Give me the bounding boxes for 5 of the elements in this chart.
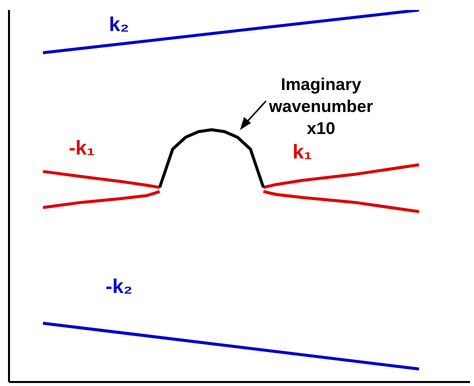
series-label: -k₂ [106, 276, 132, 298]
series-label: -k₁ [68, 138, 95, 160]
series-label: k₁ [292, 141, 312, 164]
annotation: Imaginary wavenumber x10 [268, 74, 374, 140]
series-label: k₂ [108, 14, 130, 36]
